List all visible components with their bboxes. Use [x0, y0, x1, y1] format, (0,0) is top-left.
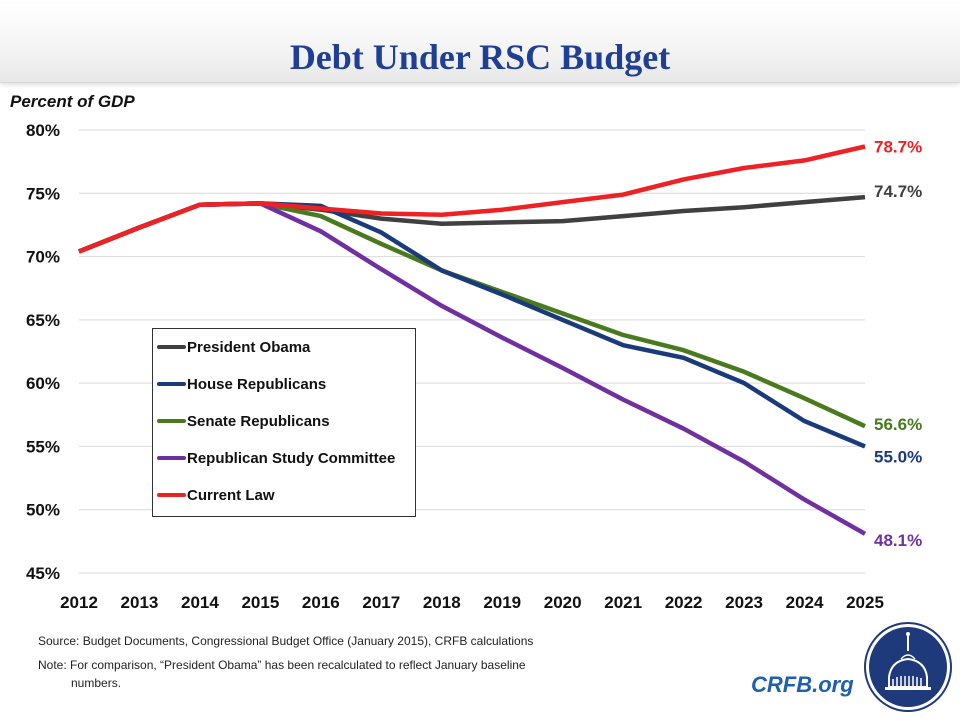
x-tick-label: 2012: [60, 593, 98, 612]
y-tick-label: 60%: [26, 374, 60, 393]
legend-item-president-obama: President Obama: [157, 336, 310, 358]
end-label-senate-republicans: 56.6%: [874, 415, 922, 434]
legend-label: President Obama: [187, 338, 311, 356]
chart-title: Debt Under RSC Budget: [289, 37, 671, 77]
brand-link[interactable]: CRFB.org: [751, 672, 854, 697]
y-axis-label: Percent of GDP: [10, 92, 135, 111]
title-banner: [0, 0, 960, 83]
legend-label: Senate Republicans: [187, 412, 330, 430]
y-tick-label: 65%: [26, 311, 60, 330]
legend-swatch: [157, 493, 186, 497]
x-tick-label: 2020: [544, 593, 582, 612]
legend-item-senate-republicans: Senate Republicans: [157, 410, 330, 432]
end-label-president-obama: 74.7%: [874, 182, 922, 201]
end-label-republican-study-committee: 48.1%: [874, 531, 922, 550]
y-tick-label: 55%: [26, 437, 60, 456]
y-tick-label: 50%: [26, 501, 60, 520]
legend-item-republican-study-committee: Republican Study Committee: [157, 447, 395, 469]
legend-label: House Republicans: [187, 375, 327, 393]
x-tick-label: 2015: [241, 593, 279, 612]
capitol-dome-seal-icon: [864, 622, 952, 712]
source-note: Source: Budget Documents, Congressional …: [38, 634, 534, 648]
y-tick-label: 80%: [26, 121, 60, 140]
x-tick-label: 2024: [786, 593, 824, 612]
footnote-line-1: Note: For comparison, “President Obama” …: [38, 658, 526, 672]
legend-swatch: [157, 456, 186, 460]
x-tick-label: 2022: [665, 593, 703, 612]
x-tick-label: 2013: [121, 593, 159, 612]
end-label-current-law: 78.7%: [874, 137, 922, 156]
x-tick-label: 2018: [423, 593, 461, 612]
x-axis-ticks: 2012 2013 2014 2015 2016 2017 2018 2019 2020 2021…: [60, 593, 884, 612]
x-tick-label: 2016: [302, 593, 340, 612]
y-tick-label: 75%: [26, 184, 60, 203]
x-tick-label: 2014: [181, 593, 219, 612]
x-tick-label: 2025: [846, 593, 884, 612]
legend-swatch: [157, 419, 186, 423]
legend-swatch: [157, 382, 186, 386]
x-tick-label: 2023: [725, 593, 763, 612]
legend-item-house-republicans: House Republicans: [157, 373, 326, 395]
x-tick-label: 2021: [604, 593, 642, 612]
legend-item-current-law: Current Law: [157, 484, 275, 506]
legend-label: Current Law: [187, 486, 275, 504]
footnote-line-2: numbers.: [71, 676, 122, 690]
legend-label: Republican Study Committee: [187, 449, 396, 467]
y-tick-label: 70%: [26, 248, 60, 267]
y-axis-ticks: 80% 75% 70% 65% 60% 55% 50% 45%: [26, 121, 60, 583]
legend: President Obama House Republicans Senate…: [152, 328, 416, 517]
series-lines: [78, 144, 867, 536]
end-labels: 74.7% 55.0% 56.6% 48.1% 78.7%: [874, 137, 922, 549]
series-line-current-law: [78, 144, 866, 254]
x-tick-label: 2017: [362, 593, 400, 612]
legend-swatch: [157, 345, 186, 349]
x-tick-label: 2019: [483, 593, 521, 612]
footnote: Note: For comparison, “President Obama” …: [38, 656, 638, 692]
y-tick-label: 45%: [26, 564, 60, 583]
end-label-house-republicans: 55.0%: [874, 447, 922, 466]
